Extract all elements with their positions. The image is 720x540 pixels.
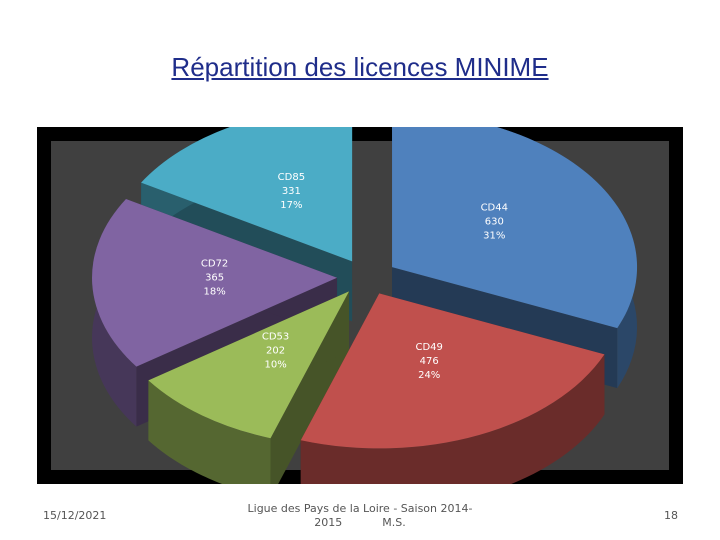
cd53-slice [148,291,350,439]
cd72-name: CD72 [201,259,228,270]
cd49-percent: 24% [418,370,440,381]
cd85-value: 331 [282,186,301,197]
footer-author: M.S. [382,516,406,529]
cd53-percent: 10% [264,359,286,370]
cd72-percent: 18% [203,287,225,298]
pie-labels: CD44 630 31% CD49 476 24% CD53 202 10% CD72 365 18%… [201,172,508,381]
cd85-slice [141,127,353,262]
cd44-value: 630 [485,216,504,227]
cd49-slice [300,293,605,449]
cd44-label: CD44 630 31% [481,202,508,241]
cd53-value: 202 [266,345,285,356]
cd49-label: CD49 476 24% [415,342,442,381]
footer-center: Ligue des Pays de la Loire - Saison 2014… [240,502,480,530]
footer-league-line1: Ligue des Pays de la Loire - Saison 2014… [247,502,473,515]
cd49-rim [300,354,605,484]
cd85-name: CD85 [278,172,305,183]
cd53-label: CD53 202 10% [262,331,289,370]
page-number: 18 [664,509,678,522]
cd85-label: CD85 331 17% [278,172,305,211]
cd72-label: CD72 365 18% [201,259,228,298]
pie-chart-frame: CD44 630 31% CD49 476 24% CD53 202 10% CD72 365 18%… [37,127,683,484]
cd72-slice [92,198,338,367]
cd53-name: CD53 [262,331,289,342]
footer-league-line2: 2015 M.S. [240,516,480,530]
footer-date: 15/12/2021 [43,509,107,522]
cd44-percent: 31% [483,230,505,241]
cd85-percent: 17% [280,200,302,211]
cd49-name: CD49 [415,342,442,353]
cd49-value: 476 [420,356,439,367]
cd44-name: CD44 [481,202,508,213]
slide-title: Répartition des licences MINIME [171,52,549,82]
cd44-slice [392,127,638,329]
pie-chart: CD44 630 31% CD49 476 24% CD53 202 10% CD72 365 18%… [51,127,669,484]
footer-season-end: 2015 [314,516,343,529]
cd72-value: 365 [205,273,224,284]
cd53-rim [148,380,271,484]
pie-tops [92,127,638,449]
